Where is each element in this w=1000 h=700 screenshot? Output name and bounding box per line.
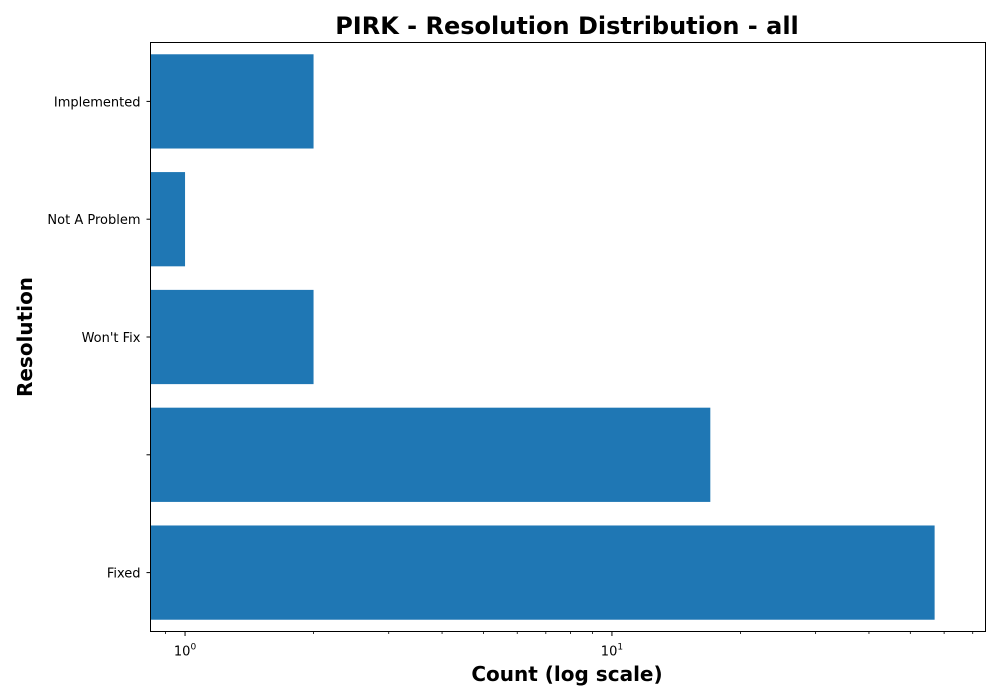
- x-tick-label-1: 101: [601, 643, 623, 660]
- x-axis-label: Count (log scale): [471, 662, 662, 686]
- plot-area-frame: [150, 42, 986, 632]
- bars-group: [150, 54, 935, 620]
- bar-4: [150, 54, 314, 149]
- y-ticks-group: Fixed Won't Fix Not A Problem Implemented: [47, 95, 151, 582]
- bar-1: [150, 407, 711, 502]
- bar-0: [150, 525, 935, 620]
- y-tick-label-2: Won't Fix: [82, 331, 141, 346]
- bar-3: [150, 172, 186, 267]
- y-axis-label: Resolution: [13, 277, 37, 397]
- x-tick-label-0: 100: [174, 643, 197, 660]
- y-tick-label-3: Not A Problem: [47, 213, 140, 228]
- x-ticks-group: 100 101: [165, 631, 974, 660]
- y-tick-label-4: Implemented: [54, 95, 141, 110]
- y-tick-label-0: Fixed: [107, 567, 141, 582]
- chart-title: PIRK - Resolution Distribution - all: [335, 12, 799, 40]
- bar-2: [150, 289, 314, 385]
